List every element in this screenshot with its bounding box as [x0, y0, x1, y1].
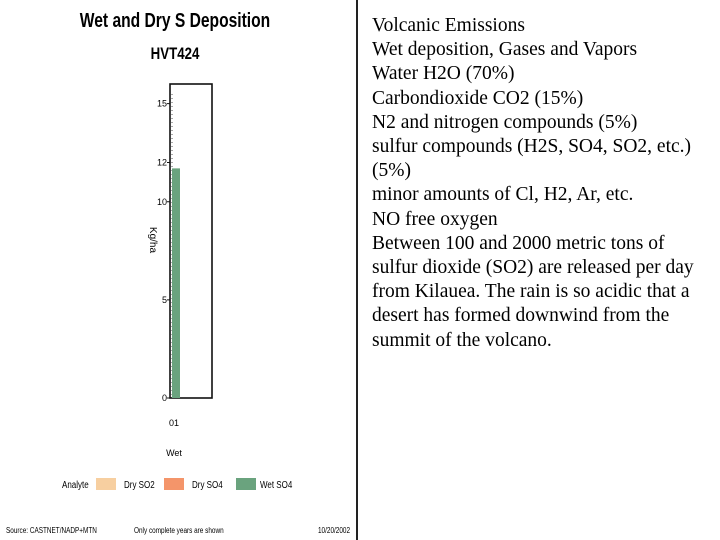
text-line: Water H2O (70%): [372, 63, 515, 85]
legend-label-dry-so4: Dry SO4: [192, 480, 223, 491]
volcanic-emissions-text: Volcanic Emissions Wet deposition, Gases…: [372, 14, 714, 353]
legend-swatch-wet-so4: [236, 478, 256, 490]
y-tick-label: 15: [157, 99, 167, 109]
x-group-label: Wet: [166, 448, 182, 458]
text-line: Between 100 and 2000 metric tons of sulf…: [372, 232, 694, 351]
x-tick-label: 01: [169, 418, 179, 428]
legend-swatch-dry-so2: [96, 478, 116, 490]
chart-note: Only complete years are shown: [134, 526, 224, 535]
y-tick-label: 12: [157, 158, 167, 168]
legend-title: Analyte: [62, 480, 89, 491]
text-line: Carbondioxide CO2 (15%): [372, 87, 584, 109]
legend-label-dry-so2: Dry SO2: [124, 480, 155, 491]
deposition-chart-image: Wet and Dry S Deposition HVT424 0 5 10 12 15…: [0, 0, 358, 540]
text-line: N2 and nitrogen compounds (5%): [372, 111, 638, 133]
y-axis-label: Kg/ha: [147, 227, 158, 254]
text-line: NO free oxygen: [372, 208, 498, 230]
y-tick-label: 10: [157, 197, 167, 207]
y-tick-label: 0: [162, 393, 167, 403]
text-line: Wet deposition, Gases and Vapors: [372, 39, 638, 61]
legend-swatch-dry-so4: [164, 478, 184, 490]
chart-source: Source: CASTNET/NADP+MTN: [6, 526, 97, 535]
chart-plot: 0 5 10 12 15 Kg/ha 01 Wet: [96, 83, 256, 490]
text-line: sulfur compounds (H2S, SO4, SO2, etc.) (…: [372, 136, 692, 182]
legend-label-wet-so4: Wet SO4: [260, 480, 293, 491]
y-tick-label: 5: [162, 295, 167, 305]
plot-frame: [169, 83, 213, 399]
text-line: minor amounts of Cl, H2, Ar, etc.: [372, 184, 634, 206]
text-line-title: Volcanic Emissions: [372, 15, 525, 36]
chart-title: Wet and Dry S Deposition: [79, 10, 271, 32]
chart-subtitle: HVT424: [150, 44, 200, 63]
bar-wet-so4: [172, 168, 180, 398]
chart-date: 10/20/2002: [318, 526, 351, 535]
